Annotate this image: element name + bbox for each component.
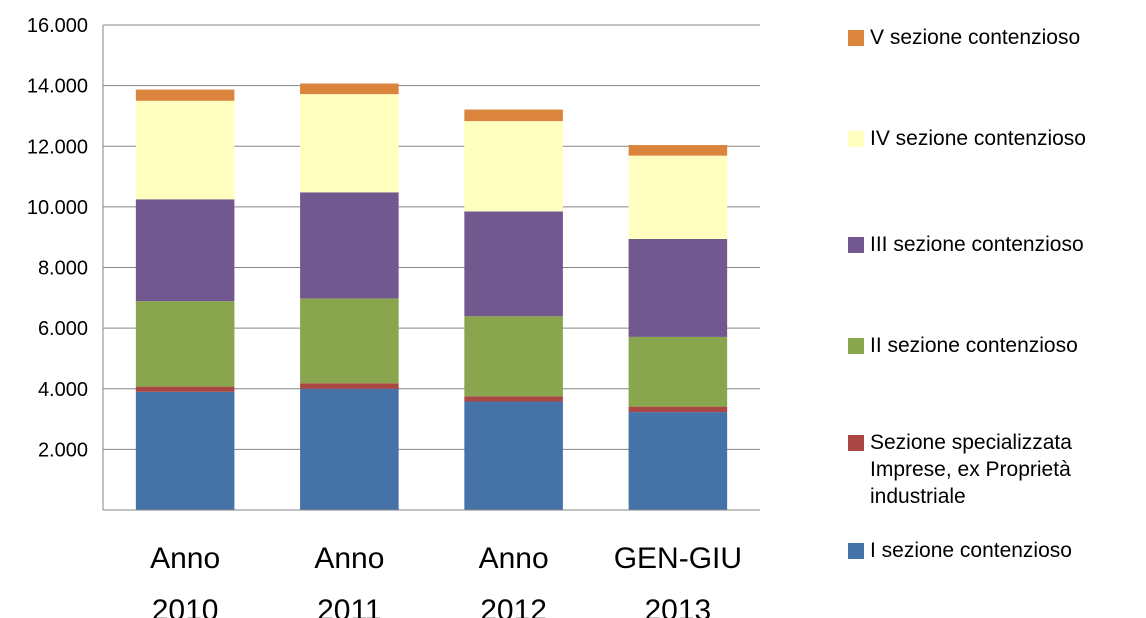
legend-label: IV sezione contenzioso [870, 127, 1086, 150]
bar-segment [464, 211, 563, 317]
x-tick-label: 2010 [152, 594, 219, 618]
legend: V sezione contenzioso IV sezione contenzi… [848, 0, 1146, 618]
bar-segment [300, 94, 399, 193]
legend-swatch [848, 435, 864, 451]
bar-segment [464, 396, 563, 402]
x-tick-label: 2012 [480, 594, 547, 618]
bar-segment [300, 388, 399, 510]
x-tick-labels: Anno 2010 Anno 2011 Anno 2012 GEN-GIU 2013 [150, 542, 742, 618]
legend-item: IV sezione contenzioso [848, 125, 1140, 152]
x-tick-label: 2013 [645, 594, 712, 618]
bar-segment [135, 391, 235, 510]
legend-swatch [848, 543, 864, 559]
bar-segment [464, 316, 563, 397]
legend-swatch [848, 237, 864, 253]
legend-swatch [848, 338, 864, 354]
y-tick-label: 14.000 [27, 76, 88, 98]
x-tick-label: Anno [150, 542, 220, 575]
legend-item: Sezione specializzata Imprese, ex Propri… [848, 429, 1110, 510]
legend-label: I sezione contenzioso [870, 539, 1072, 562]
bar-segment [135, 199, 235, 302]
x-tick-label: GEN-GIU [614, 542, 742, 575]
bar-segment [300, 192, 399, 299]
legend-item: II sezione contenzioso [848, 332, 1140, 359]
legend-label: II sezione contenzioso [870, 334, 1078, 357]
legend-label: Sezione specializzata Imprese, ex Propri… [870, 431, 1072, 508]
x-tick-label: Anno [314, 542, 384, 575]
bar-segment [628, 145, 728, 156]
legend-item: III sezione contenzioso [848, 231, 1140, 258]
y-tick-label: 16.000 [27, 15, 88, 37]
y-tick-label: 6.000 [38, 318, 88, 340]
y-tick-label: 10.000 [27, 197, 88, 219]
x-tick-label: Anno [479, 542, 549, 575]
legend-swatch [848, 131, 864, 147]
y-tick-label: 4.000 [38, 379, 88, 401]
bar-segment [464, 401, 563, 510]
bar-segment [300, 298, 399, 384]
bar-segment [628, 336, 728, 407]
bar-segment [628, 412, 728, 510]
legend-label: III sezione contenzioso [870, 233, 1084, 256]
bar-segment [300, 383, 399, 389]
bar-segment [135, 386, 235, 392]
bar-segment [135, 100, 235, 200]
y-tick-label: 2.000 [38, 439, 88, 461]
legend-item: I sezione contenzioso [848, 537, 1140, 564]
bar-segment [464, 121, 563, 212]
y-tick-label: 12.000 [27, 136, 88, 158]
bar-segment [628, 239, 728, 337]
x-tick-label: 2011 [317, 594, 382, 618]
bar-segment [464, 109, 563, 122]
bar-segment [628, 155, 728, 240]
bars [135, 83, 728, 510]
bar-segment [135, 89, 235, 101]
y-tick-labels: 2.000 4.000 6.000 8.000 10.000 12.000 14.000 16… [27, 15, 88, 461]
bar-segment [300, 83, 399, 95]
y-tick-label: 8.000 [38, 258, 88, 280]
legend-swatch [848, 30, 864, 46]
bar-segment [628, 406, 728, 413]
legend-item: V sezione contenzioso [848, 24, 1140, 51]
stacked-bar-chart: 2.000 4.000 6.000 8.000 10.000 12.000 14.000 16… [27, 15, 760, 618]
bar-segment [135, 301, 235, 387]
legend-label: V sezione contenzioso [870, 26, 1081, 49]
